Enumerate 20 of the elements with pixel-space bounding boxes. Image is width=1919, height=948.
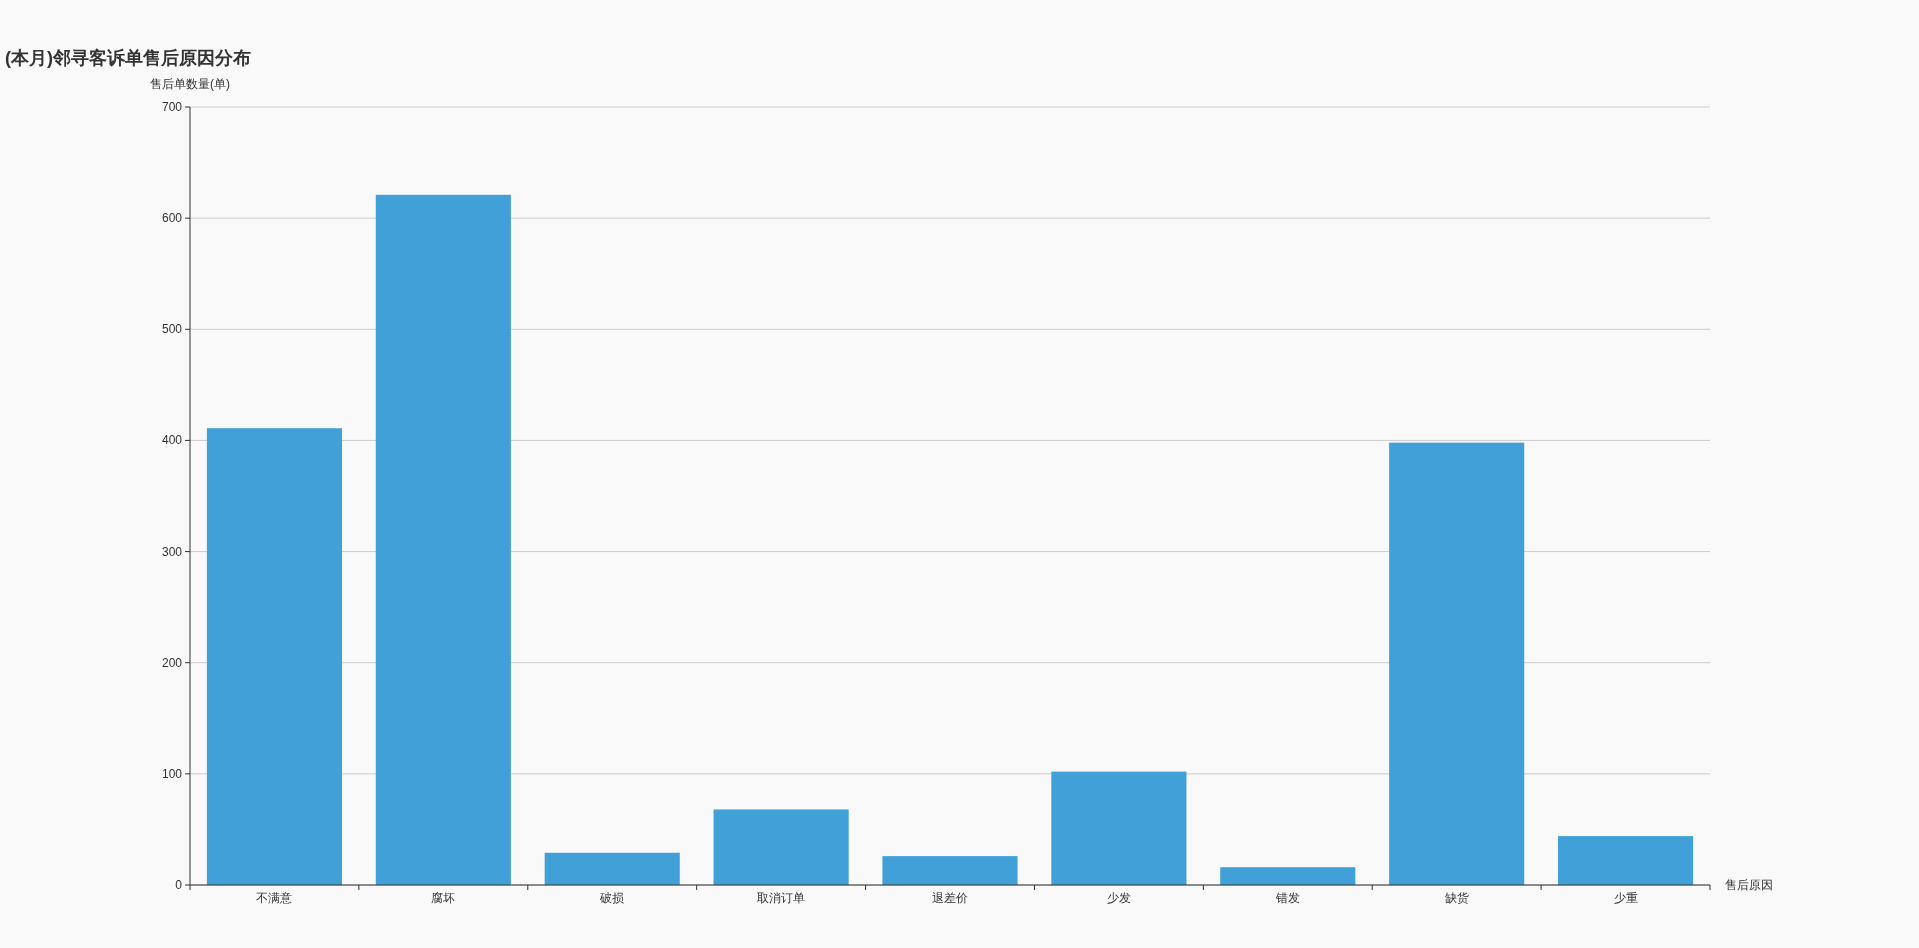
y-tick-label: 300 bbox=[161, 544, 183, 559]
y-axis-title: 售后单数量(单) bbox=[150, 77, 230, 91]
y-tick-label: 700 bbox=[161, 100, 183, 114]
x-tick-label: 缺货 bbox=[1444, 891, 1469, 905]
x-tick-label: 取消订单 bbox=[757, 891, 806, 905]
y-tick-label: 400 bbox=[161, 433, 183, 448]
y-tick-label: 100 bbox=[161, 766, 183, 781]
y-tick-label: 200 bbox=[161, 655, 183, 670]
chart-title: (本月)邻寻客诉单售后原因分布 bbox=[5, 48, 251, 68]
x-tick-label: 破损 bbox=[599, 891, 625, 905]
x-tick-label: 退差价 bbox=[932, 891, 968, 905]
x-tick-label: 少发 bbox=[1106, 891, 1131, 905]
x-tick-label: 错发 bbox=[1274, 891, 1300, 905]
x-axis-title: 售后原因 bbox=[1725, 878, 1773, 892]
x-tick-label: 少重 bbox=[1613, 891, 1638, 905]
x-tick-label: 不满意 bbox=[256, 891, 293, 905]
y-tick-label: 600 bbox=[161, 211, 183, 226]
y-tick-label: 0 bbox=[175, 878, 183, 892]
x-tick-label: 腐坏 bbox=[431, 891, 456, 905]
y-tick-label: 500 bbox=[161, 322, 183, 337]
